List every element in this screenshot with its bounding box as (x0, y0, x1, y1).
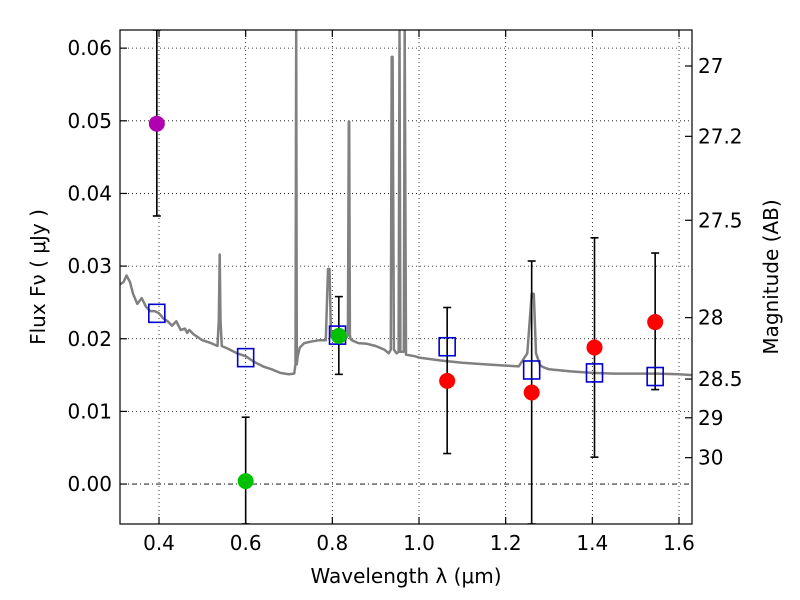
observed-point (586, 339, 603, 356)
plot-frame (119, 29, 693, 525)
observed-point (439, 372, 456, 389)
x-axis-ticks: 0.4 0.6 0.8 1.0 1.2 1.4 1.6 (143, 30, 695, 555)
y-tick-label: 0.05 (67, 109, 112, 133)
x-tick-label: 1.0 (403, 531, 435, 555)
observed-point (237, 473, 254, 490)
y-tick-label: 0.02 (67, 327, 112, 351)
x-tick-label: 1.4 (576, 531, 608, 555)
x-tick-label: 1.2 (490, 531, 522, 555)
model-box-point (236, 347, 255, 368)
magnitude-tick-label: 27.2 (698, 124, 743, 148)
observed-point (148, 115, 165, 132)
y-tick-label: 0.00 (67, 472, 112, 496)
x-tick-label: 0.8 (316, 531, 348, 555)
magnitude-tick-label: 27.5 (698, 208, 743, 232)
y-tick-label: 0.03 (67, 254, 112, 278)
sed-model-layer (120, 30, 692, 377)
y-tick-label: 0.04 (67, 181, 112, 205)
magnitude-tick-label: 29 (698, 406, 723, 430)
x-axis-label: Wavelength λ (μm) (310, 564, 501, 588)
model-box-point (522, 360, 541, 380)
magnitude-axis-ticks: 27 27.2 27.5 28 28.5 29 30 (685, 54, 743, 470)
magnitude-tick-label: 30 (698, 446, 723, 470)
x-tick-label: 0.4 (143, 531, 175, 555)
y-axis-label: Flux Fν ( μJy ) (26, 209, 50, 345)
model-point-layer (148, 303, 664, 387)
y-tick-label: 0.01 (67, 399, 112, 423)
magnitude-tick-label: 28.5 (698, 367, 743, 391)
sed-model-line (120, 30, 692, 377)
model-box-point (438, 336, 456, 357)
observed-point-layer (148, 115, 664, 490)
observed-point (523, 384, 540, 401)
model-box-point (646, 366, 664, 387)
x-tick-label: 1.6 (663, 531, 695, 555)
model-box-point (585, 363, 604, 383)
magnitude-tick-label: 27 (698, 54, 723, 78)
x-tick-label: 0.6 (230, 531, 262, 555)
y-tick-label: 0.06 (67, 36, 112, 60)
observed-point (647, 314, 664, 331)
y-axis-ticks: 0.00 0.01 0.02 0.03 0.04 0.05 0.06 (67, 36, 127, 496)
observed-point (330, 327, 347, 344)
model-box-point (148, 303, 166, 324)
magnitude-axis-label: Magnitude (AB) (759, 199, 783, 354)
magnitude-tick-label: 28 (698, 306, 723, 330)
